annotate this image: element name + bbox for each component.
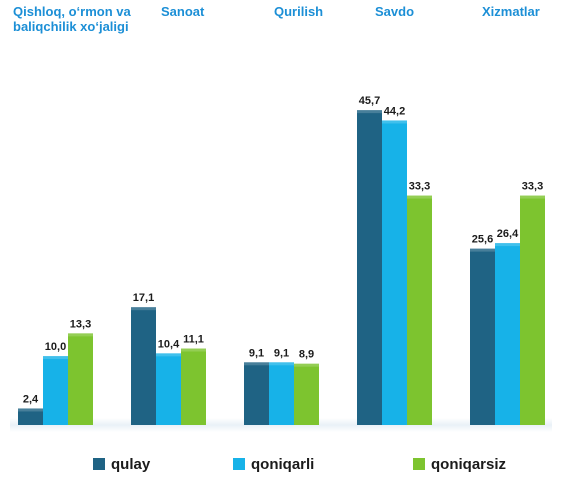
data-label: 8,9 — [299, 349, 314, 361]
category-label: Sanoat — [161, 4, 205, 19]
bar-highlight — [68, 333, 93, 337]
data-label: 10,4 — [158, 338, 180, 350]
data-label: 33,3 — [522, 181, 543, 193]
bar-qoniqarsiz — [294, 363, 319, 425]
bar-highlight — [269, 362, 294, 366]
bar-qoniqarli — [43, 356, 68, 425]
bar-highlight — [156, 353, 181, 357]
category-label: Qurilish — [274, 4, 323, 19]
bar-qoniqarli — [269, 362, 294, 425]
data-label: 2,4 — [23, 393, 39, 405]
legend-label-qulay: qulay — [111, 456, 151, 473]
bar-qulay — [470, 248, 495, 425]
data-label: 45,7 — [359, 95, 380, 107]
bar-qulay — [357, 110, 382, 425]
legend-label-qoniqarsiz: qoniqarsiz — [431, 456, 506, 473]
category-label: Qishloq, o‘rmon va baliqchilik xo‘jaligi — [13, 4, 132, 34]
legend-swatch-qoniqarli — [233, 458, 245, 470]
data-label: 17,1 — [133, 292, 154, 304]
bar-qoniqarsiz — [520, 195, 545, 425]
bar-qoniqarli — [382, 120, 407, 425]
legend-swatch-qulay — [93, 458, 105, 470]
data-labels: 2,4 17,1 9,1 45,7 25,6 10,0 10,4 9,1 44,2 26,4 13,… — [23, 95, 543, 405]
bar-qoniqarsiz — [181, 348, 206, 425]
bar-qulay — [131, 307, 156, 425]
bar-highlight — [43, 356, 68, 360]
bar-highlight — [181, 348, 206, 352]
data-label: 9,1 — [274, 347, 289, 359]
legend-swatch-qoniqarsiz — [413, 458, 425, 470]
category-label: Xizmatlar — [482, 4, 540, 19]
legend: qulay qoniqarli qoniqarsiz — [93, 456, 506, 473]
bar-qoniqarsiz — [68, 333, 93, 425]
category-labels: Qishloq, o‘rmon va baliqchilik xo‘jaligi S… — [13, 4, 540, 34]
bar-highlight — [407, 195, 432, 199]
bar-highlight — [520, 195, 545, 199]
bar-qoniqarli — [495, 243, 520, 425]
bar-highlight — [495, 243, 520, 247]
data-label: 10,0 — [45, 341, 66, 353]
bar-qulay — [244, 362, 269, 425]
data-label: 44,2 — [384, 105, 405, 117]
bars — [18, 110, 545, 425]
bar-highlight — [357, 110, 382, 114]
legend-label-qoniqarli: qoniqarli — [251, 456, 314, 473]
data-label: 9,1 — [249, 347, 264, 359]
data-label: 13,3 — [70, 318, 91, 330]
bar-qoniqarli — [156, 353, 181, 425]
bar-highlight — [382, 120, 407, 124]
data-label: 11,1 — [183, 334, 204, 346]
bar-highlight — [131, 307, 156, 311]
data-label: 25,6 — [472, 234, 493, 246]
data-label: 33,3 — [409, 181, 430, 193]
bar-qoniqarsiz — [407, 195, 432, 425]
bar-qulay — [18, 408, 43, 425]
category-label: Savdo — [375, 4, 414, 19]
data-label: 26,4 — [497, 228, 519, 240]
bar-highlight — [294, 363, 319, 367]
bar-highlight — [18, 408, 43, 412]
bar-highlight — [244, 362, 269, 366]
bar-highlight — [470, 248, 495, 252]
